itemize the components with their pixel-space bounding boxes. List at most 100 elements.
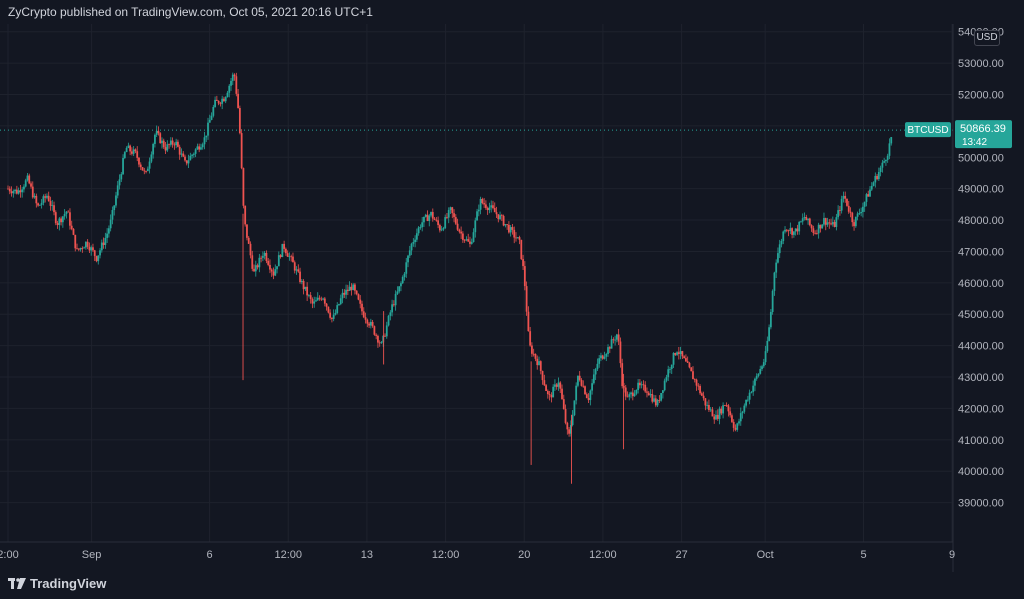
candle: [752, 380, 755, 396]
candle: [638, 379, 641, 389]
candle: [132, 146, 135, 157]
candle: [667, 365, 670, 381]
candle: [847, 200, 850, 214]
candle: [37, 202, 39, 207]
candle: [577, 375, 579, 388]
candle: [263, 250, 266, 260]
candle: [438, 223, 441, 233]
candle: [734, 424, 737, 432]
candle: [775, 259, 778, 278]
price-tick-label: 43000.00: [958, 372, 1004, 384]
candle: [10, 186, 13, 197]
candle: [497, 214, 500, 223]
candle: [716, 409, 719, 421]
candle: [557, 377, 560, 391]
candle: [70, 220, 73, 231]
candle: [631, 387, 634, 401]
candle: [562, 394, 565, 410]
candle: [249, 241, 252, 259]
candle: [369, 318, 372, 329]
candle: [83, 246, 86, 249]
candle: [759, 365, 762, 375]
candle: [885, 159, 887, 166]
candle: [207, 117, 209, 140]
candle: [794, 228, 797, 236]
candle: [30, 181, 32, 189]
candle: [709, 407, 712, 412]
candle: [230, 77, 232, 91]
candle: [81, 246, 84, 253]
candle: [601, 354, 604, 360]
candle: [677, 346, 680, 360]
candle: [876, 174, 878, 181]
candle: [821, 224, 824, 229]
candle: [46, 193, 48, 200]
candle: [713, 414, 716, 424]
candle: [731, 413, 733, 423]
candle: [308, 293, 310, 298]
candle: [129, 144, 132, 156]
candle: [532, 348, 535, 357]
candle: [500, 213, 503, 222]
candle: [584, 385, 586, 395]
candle: [61, 215, 64, 228]
candle: [320, 296, 323, 302]
candle: [238, 105, 241, 135]
time-tick-label: 9: [949, 549, 955, 561]
candle: [626, 391, 629, 398]
candle: [612, 337, 615, 344]
price-tick-label: 50000.00: [958, 152, 1004, 164]
candle: [700, 391, 703, 397]
candle: [867, 190, 870, 197]
candle: [433, 217, 436, 221]
candle: [810, 224, 813, 232]
candle: [385, 321, 388, 339]
candle: [277, 251, 280, 267]
candle: [292, 252, 294, 263]
candle: [387, 314, 390, 327]
candle: [646, 387, 648, 398]
candle: [858, 208, 861, 216]
candle: [86, 239, 89, 250]
candle: [791, 227, 794, 239]
candle: [522, 254, 524, 271]
candle: [166, 140, 169, 153]
currency-badge[interactable]: USD: [974, 30, 1000, 46]
price-axis: 39000.00 40000.00 41000.00 42000.00 43000.00…: [952, 24, 1024, 572]
candle: [226, 90, 229, 98]
candle: [350, 283, 353, 296]
candle: [136, 146, 139, 162]
candle: [272, 267, 275, 280]
candle: [649, 389, 652, 398]
candle: [888, 138, 891, 160]
candle: [168, 143, 170, 149]
candle: [831, 216, 834, 227]
candle: [720, 406, 723, 416]
candle: [205, 135, 208, 143]
candle: [766, 336, 769, 353]
candle: [561, 384, 563, 400]
candle: [663, 378, 666, 392]
candle: [435, 217, 438, 222]
candle: [396, 286, 399, 295]
price-chart[interactable]: 39000.00 40000.00 41000.00 42000.00 43000.00…: [0, 24, 1024, 572]
candle: [79, 247, 82, 252]
candle: [424, 213, 427, 218]
candle: [746, 395, 749, 402]
candle: [279, 254, 282, 259]
chart-frame[interactable]: 39000.00 40000.00 41000.00 42000.00 43000.00…: [0, 24, 1024, 572]
candle: [391, 299, 393, 317]
tradingview-logo[interactable]: TradingView: [8, 576, 106, 591]
candle: [157, 126, 160, 136]
candle: [676, 351, 678, 356]
candle: [470, 238, 473, 245]
candle: [723, 404, 726, 407]
candle: [865, 192, 868, 207]
candle: [508, 221, 510, 234]
candle: [469, 236, 471, 248]
candle: [269, 259, 271, 274]
candle: [456, 218, 459, 231]
candle: [527, 306, 530, 332]
candle: [12, 189, 15, 198]
candle: [699, 384, 701, 395]
